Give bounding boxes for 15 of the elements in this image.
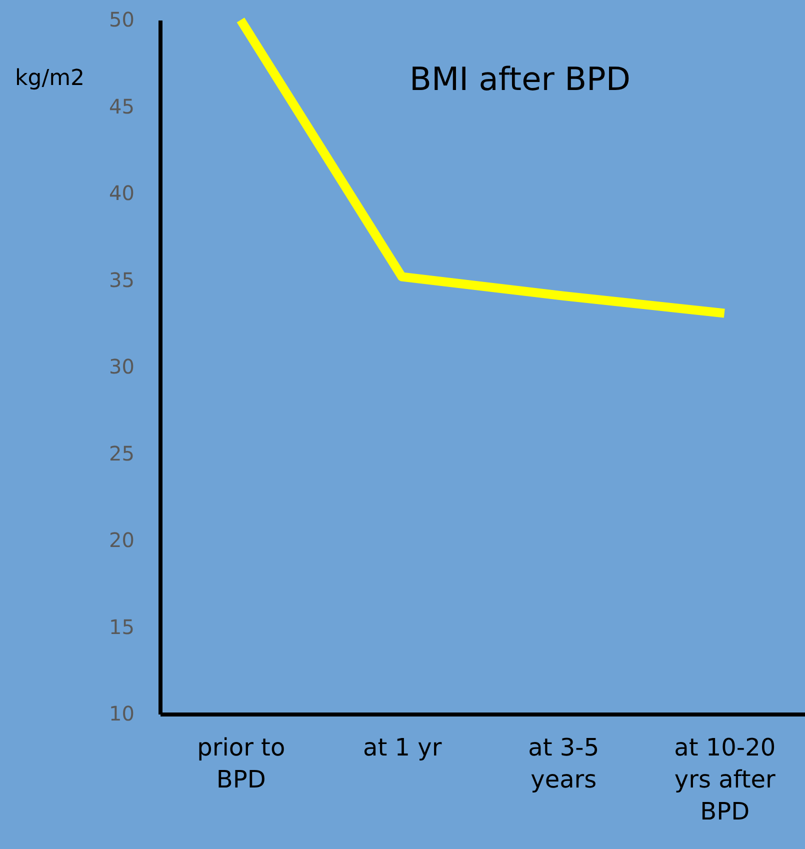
y-axis-title: kg/m2 [15, 66, 85, 91]
y-tick-label: 30 [109, 354, 134, 378]
x-tick-label: at 10-20 yrs after BPD [674, 734, 776, 826]
y-tick-label: 50 [109, 8, 134, 32]
x-tick-label: prior to BPD [197, 734, 286, 794]
x-tick-label: at 3-5 years [528, 734, 600, 794]
text: BMI after BPD [410, 60, 630, 98]
y-tick-label: 20 [109, 528, 134, 552]
y-tick-label: 45 [109, 94, 134, 118]
y-tick-label: 10 [109, 702, 134, 726]
y-tick-label: 40 [109, 181, 134, 205]
y-tick-label: 25 [109, 441, 134, 466]
y-tick-label: 35 [109, 268, 134, 292]
x-tick-label: at 1 yr [363, 734, 442, 762]
y-tick-label: 15 [109, 614, 134, 639]
